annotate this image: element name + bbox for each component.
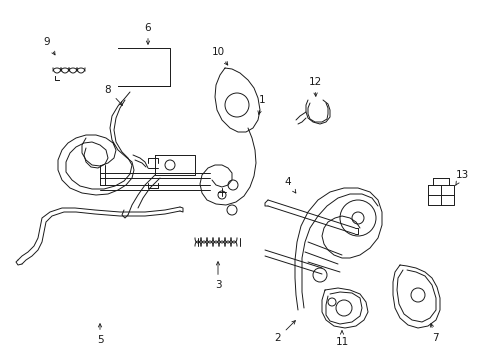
Text: 9: 9	[43, 37, 55, 55]
Text: 4: 4	[284, 177, 295, 193]
Text: 11: 11	[335, 331, 348, 347]
Text: 5: 5	[97, 324, 103, 345]
Text: 1: 1	[257, 95, 265, 114]
Text: 8: 8	[104, 85, 122, 105]
Text: 2: 2	[274, 321, 295, 343]
Text: 10: 10	[211, 47, 227, 65]
Text: 6: 6	[144, 23, 151, 44]
Text: 7: 7	[429, 324, 437, 343]
Text: 12: 12	[308, 77, 321, 96]
Text: 13: 13	[454, 170, 468, 185]
Text: 3: 3	[214, 262, 221, 290]
